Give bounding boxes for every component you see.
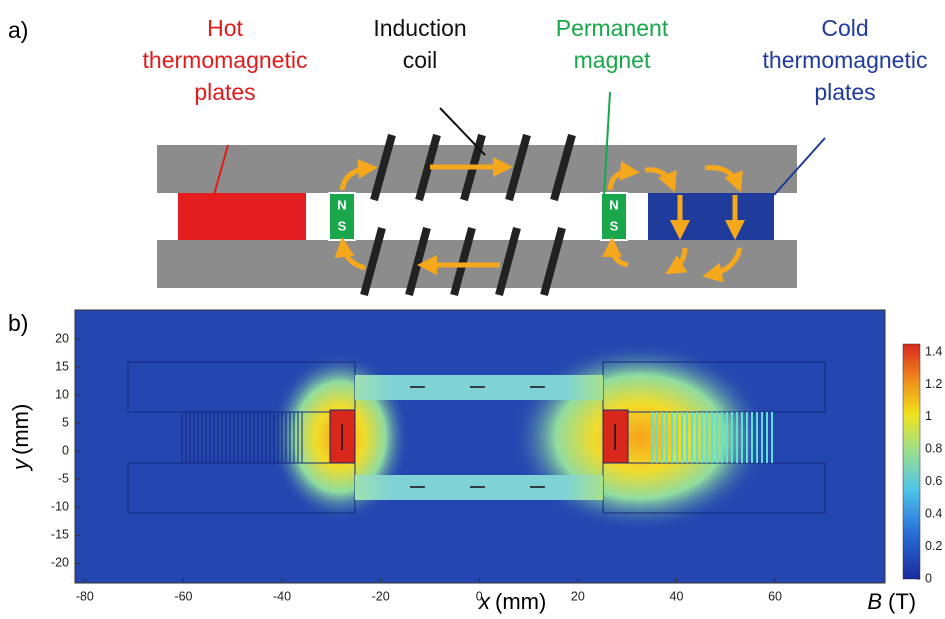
colorbar-tick-label: 0: [925, 571, 932, 585]
y-tick-label: 0: [62, 444, 69, 458]
x-tick-label: -60: [174, 589, 192, 603]
pole: S: [610, 218, 619, 233]
label: magnet: [574, 47, 651, 73]
y-axis-label: (mm): [8, 404, 33, 455]
y-tick-label: 10: [55, 388, 69, 402]
label: Induction: [373, 15, 466, 41]
x-axis-label: x: [478, 589, 491, 614]
panel-b: b) -80 -60 -40 -20 0 20 40 60 -20 -15 -10 -5 0 5 10 15 2…: [8, 310, 943, 614]
x-tick-label: 60: [768, 589, 782, 603]
hot-plates: [178, 193, 306, 240]
y-tick-label: -5: [58, 472, 69, 486]
label: coil: [403, 47, 438, 73]
label: thermomagnetic: [763, 47, 928, 73]
colorbar-label: B: [867, 589, 882, 614]
colorbar-label: (T): [888, 589, 916, 614]
label: thermomagnetic: [143, 47, 308, 73]
cold-plates: [648, 193, 774, 240]
colorbar-tick-label: 1.2: [925, 377, 942, 391]
x-tick-label: -40: [273, 589, 291, 603]
y-tick-label: -10: [51, 500, 69, 514]
label: Cold: [821, 15, 868, 41]
y-tick-label: 5: [62, 416, 69, 430]
label: Permanent: [556, 15, 669, 41]
colorbar-tick-label: 1: [925, 409, 932, 423]
magnet: N S: [601, 193, 627, 240]
y-axis-label: y: [8, 457, 33, 472]
x-tick-label: -20: [372, 589, 390, 603]
pole: N: [609, 197, 618, 212]
colorbar-tick-label: 0.2: [925, 539, 942, 553]
y-tick-label: -20: [51, 556, 69, 570]
x-tick-label: -80: [76, 589, 94, 603]
label: plates: [194, 79, 255, 105]
colorbar-tick-label: 0.6: [925, 474, 942, 488]
label: plates: [814, 79, 875, 105]
figure: a) Hot thermomagnetic plates Induction c…: [0, 0, 945, 614]
y-tick-label: -15: [51, 528, 69, 542]
colorbar-tick-label: 0.8: [925, 442, 942, 456]
x-tick-label: 20: [571, 589, 585, 603]
x-axis-label: (mm): [495, 589, 546, 614]
colorbar-tick-label: 1.4: [925, 344, 942, 358]
x-tick-label: 40: [670, 589, 684, 603]
pole: S: [338, 218, 347, 233]
y-tick-label: 15: [55, 359, 69, 373]
panel-tag: b): [8, 310, 28, 336]
y-tick-label: 20: [55, 331, 69, 345]
colorbar-tick-label: 0.4: [925, 506, 942, 520]
colorbar: [903, 344, 920, 579]
panel-tag: a): [8, 17, 28, 43]
pole: N: [337, 197, 346, 212]
magnet: N S: [329, 193, 355, 240]
label: Hot: [207, 15, 243, 41]
panel-a: a) Hot thermomagnetic plates Induction c…: [8, 15, 927, 295]
